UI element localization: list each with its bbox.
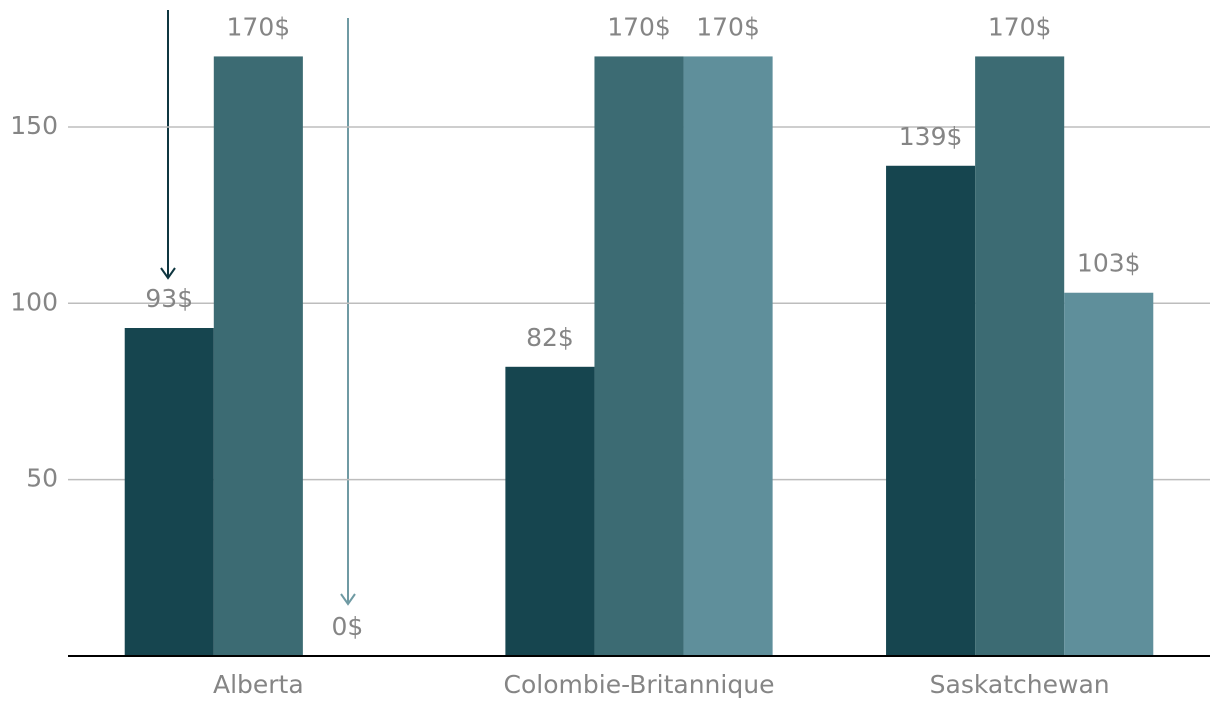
bar (213, 56, 303, 656)
value-label: 170$ (227, 12, 291, 41)
annotation-arrow (340, 18, 356, 606)
bar (594, 56, 684, 656)
value-label: 93$ (145, 284, 193, 313)
bar (505, 366, 595, 656)
y-tick-label: 150 (10, 111, 58, 140)
x-tick-label: Saskatchewan (930, 670, 1110, 699)
value-label: 170$ (988, 12, 1052, 41)
value-label: 139$ (899, 122, 963, 151)
value-label: 170$ (696, 12, 760, 41)
value-label: 0$ (332, 612, 364, 641)
x-tick-label: Colombie-Britannique (504, 670, 775, 699)
bar (1064, 292, 1154, 656)
bar (124, 328, 214, 656)
bar (683, 56, 773, 656)
value-label: 170$ (607, 12, 671, 41)
x-tick-label: Alberta (213, 670, 304, 699)
y-tick-label: 50 (26, 464, 58, 493)
annotation-arrow (160, 10, 176, 280)
value-label: 82$ (526, 323, 574, 352)
bar (975, 56, 1065, 656)
value-label: 103$ (1077, 249, 1141, 278)
y-tick-label: 100 (10, 287, 58, 316)
bar (886, 165, 976, 657)
